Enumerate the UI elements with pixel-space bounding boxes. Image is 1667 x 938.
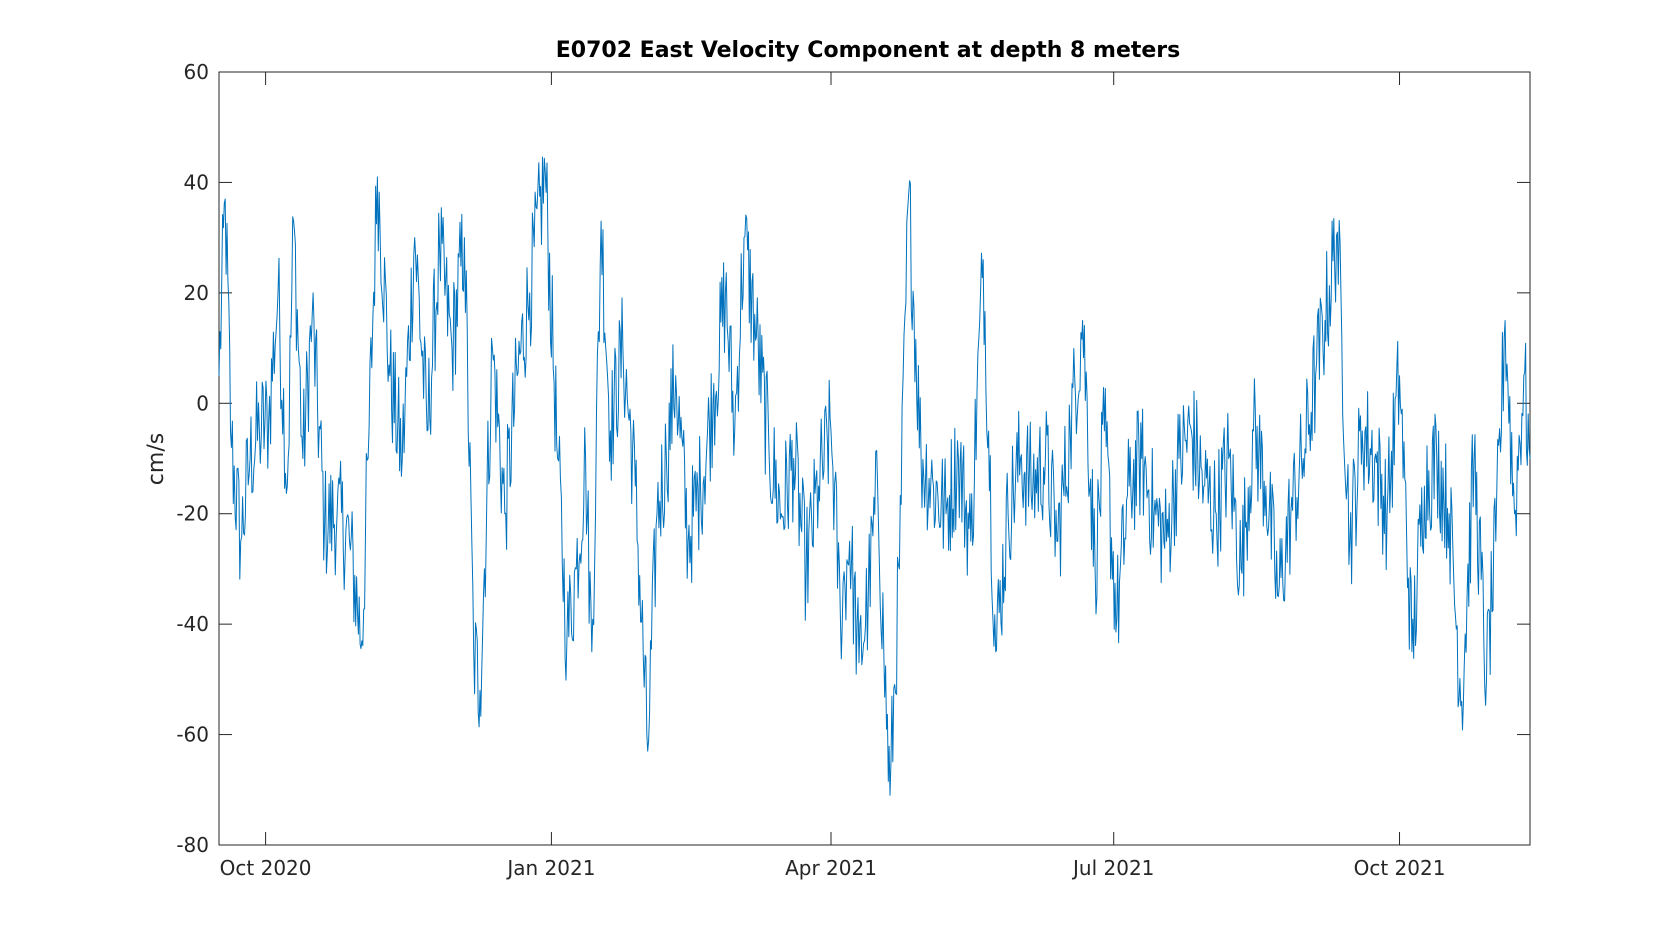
x-tick-label: Oct 2021: [1354, 856, 1446, 880]
x-tick-label: Jan 2021: [505, 856, 595, 880]
y-tick-label: 20: [184, 281, 209, 305]
y-tick-label: -20: [176, 502, 209, 526]
y-tick-label: 60: [184, 60, 209, 84]
y-tick-label: 40: [184, 170, 209, 194]
chart-title: E0702 East Velocity Component at depth 8…: [556, 38, 1181, 63]
plot-area: -80 -60 -40 -20 0 20 40 60 Oct 2020 Jan 2021 Apr 2…: [176, 60, 1531, 880]
y-tick-label: -60: [176, 723, 209, 747]
y-axis-label: cm/s: [144, 433, 169, 485]
x-tick-label: Apr 2021: [785, 856, 877, 880]
y-tick-label: 0: [196, 391, 209, 415]
x-tick-label: Oct 2020: [220, 856, 312, 880]
y-tick-label: -80: [176, 833, 209, 857]
y-tick-label: -40: [176, 612, 209, 636]
x-tick-label: Jul 2021: [1071, 856, 1154, 880]
series-line-0: [218, 156, 1531, 796]
